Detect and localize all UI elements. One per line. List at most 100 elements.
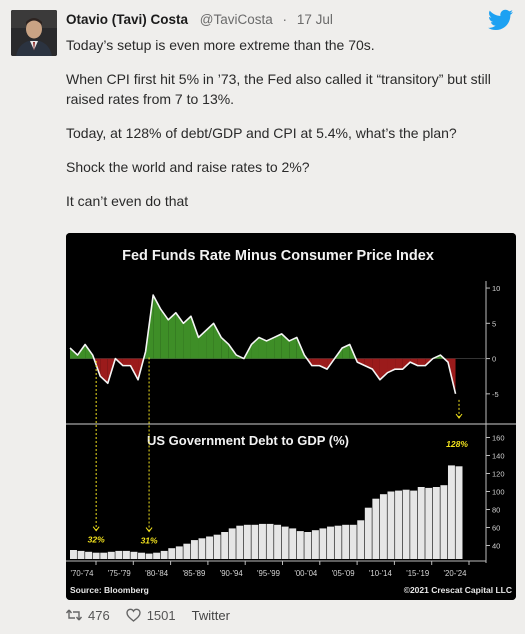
debt-bar [395,490,403,559]
avatar-image [11,10,57,56]
debt-bar [236,525,244,559]
debt-bar [122,550,130,559]
rate-panel: 10 5 0 -5 [69,284,500,399]
debt-bar [410,490,418,559]
debt-bar [107,551,115,559]
debt-bar [221,532,229,559]
x-tick-label: '80-'84 [145,569,169,578]
debt-bar [145,553,153,559]
rate-area-segment [379,358,388,380]
debt-bar [432,487,440,559]
x-tick-label: '70-'74 [71,569,95,578]
tweet-media-chart[interactable]: Fed Funds Rate Minus Consumer Price Inde… [66,233,516,600]
rate-area-segment [364,358,373,370]
rate-area-segment [153,295,161,359]
rate-y-tick-label: 5 [492,319,496,328]
debt-bar [289,528,297,559]
debt-bar [327,526,334,559]
debt-bar [266,523,274,559]
debt-bar [304,532,312,559]
rate-area-segment [206,323,214,359]
debt-bar [379,494,387,559]
tweet-paragraph: Today’s setup is even more extreme than … [66,37,375,53]
rate-y-tick-label: -5 [492,390,499,399]
rate-area-segment [258,337,267,359]
twitter-bird-icon[interactable] [488,9,513,31]
debt-bar [402,489,410,559]
debt-bar [372,498,380,559]
author-handle[interactable]: @TaviCosta [199,12,273,27]
tweet-source[interactable]: Twitter [192,608,230,623]
x-tick-label: '10-'14 [369,569,393,578]
tweet-date[interactable]: 17 Jul [296,12,333,27]
chart-svg: Fed Funds Rate Minus Consumer Price Inde… [66,233,516,600]
retweet-count: 476 [88,607,110,623]
rate-area-segment [251,337,259,359]
tweet-actions: 476 1501 Twitter [66,605,366,625]
x-tick-label: '95-'99 [257,569,280,578]
debt-bar [190,540,198,559]
debt-bar [251,524,259,559]
rate-area-segment [190,316,199,359]
annotation-label: 31% [141,536,158,546]
debt-bar [130,551,138,559]
chart-title-debt: US Government Debt to GDP (%) [147,433,349,448]
annotation-arrowhead [145,527,153,533]
debt-bar [417,487,425,559]
retweet-action[interactable]: 476 [66,608,110,623]
debt-bar [92,552,100,559]
like-count: 1501 [146,607,176,623]
debt-bar [334,525,342,559]
rate-area-segment [266,337,275,359]
debt-bar [387,491,395,559]
source-label: Twitter [191,607,230,623]
separator-dot: · [282,12,288,27]
retweet-icon [66,609,82,621]
debt-y-tick-label: 120 [492,470,505,479]
debt-bar [349,524,357,559]
debt-bar [364,507,372,559]
author-name[interactable]: Otavio (Tavi) Costa [66,12,189,27]
rate-area-segment [213,323,222,359]
debt-bar [160,550,168,559]
debt-y-tick-label: 100 [492,488,505,497]
debt-y-tick-label: 80 [492,506,500,515]
debt-bar [243,524,251,559]
debt-y-tick-label: 140 [492,452,505,461]
rate-area-segment [372,358,380,380]
avatar[interactable] [11,10,57,56]
rate-area-segment [274,333,282,359]
debt-bar [342,524,350,559]
debt-bar [100,552,108,559]
rate-area-segment [160,309,169,359]
debt-bar [85,551,93,559]
debt-bar [228,528,236,559]
debt-bar [447,465,455,559]
debt-bar [425,487,433,559]
x-tick-label: '20-'24 [444,569,468,578]
debt-y-tick-label: 160 [492,434,505,443]
debt-bar [206,536,214,559]
debt-y-tick-label: 40 [492,542,500,551]
debt-bar [274,524,282,559]
debt-bar [175,546,183,559]
rate-area-segment [175,312,184,359]
debt-bar [258,523,266,559]
annotation-label: 32% [88,535,105,545]
tweet-paragraph: It can’t even do that [66,193,189,209]
rate-series-line [69,294,457,395]
rate-area-segment [221,337,229,359]
debt-bar [168,548,176,559]
rate-area-segment [198,330,207,359]
rate-y-tick-label: 10 [492,284,500,293]
like-action[interactable]: 1501 [126,608,176,623]
rate-area-segment [130,358,139,380]
debt-y-tick-label: 60 [492,524,500,533]
footer-source: Source: Bloomberg [70,585,149,595]
annotation-arrowhead [455,413,463,419]
debt-bar [77,550,85,559]
chart-title-rate: Fed Funds Rate Minus Consumer Price Inde… [122,248,434,264]
rate-area-segment [311,358,320,366]
rate-area-segment [168,312,176,359]
